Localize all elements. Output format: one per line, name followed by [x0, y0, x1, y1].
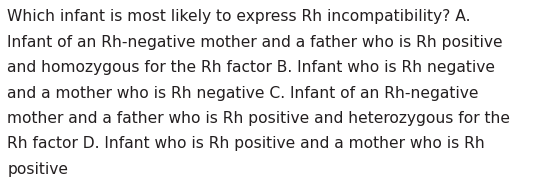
Text: Which infant is most likely to express Rh incompatibility? A.: Which infant is most likely to express R… [7, 9, 471, 24]
Text: Rh factor D. Infant who is Rh positive and a mother who is Rh: Rh factor D. Infant who is Rh positive a… [7, 136, 485, 151]
Text: mother and a father who is Rh positive and heterozygous for the: mother and a father who is Rh positive a… [7, 111, 510, 126]
Text: and a mother who is Rh negative C. Infant of an Rh-negative: and a mother who is Rh negative C. Infan… [7, 86, 479, 101]
Text: positive: positive [7, 162, 68, 177]
Text: and homozygous for the Rh factor B. Infant who is Rh negative: and homozygous for the Rh factor B. Infa… [7, 60, 496, 75]
Text: Infant of an Rh-negative mother and a father who is Rh positive: Infant of an Rh-negative mother and a fa… [7, 35, 503, 50]
